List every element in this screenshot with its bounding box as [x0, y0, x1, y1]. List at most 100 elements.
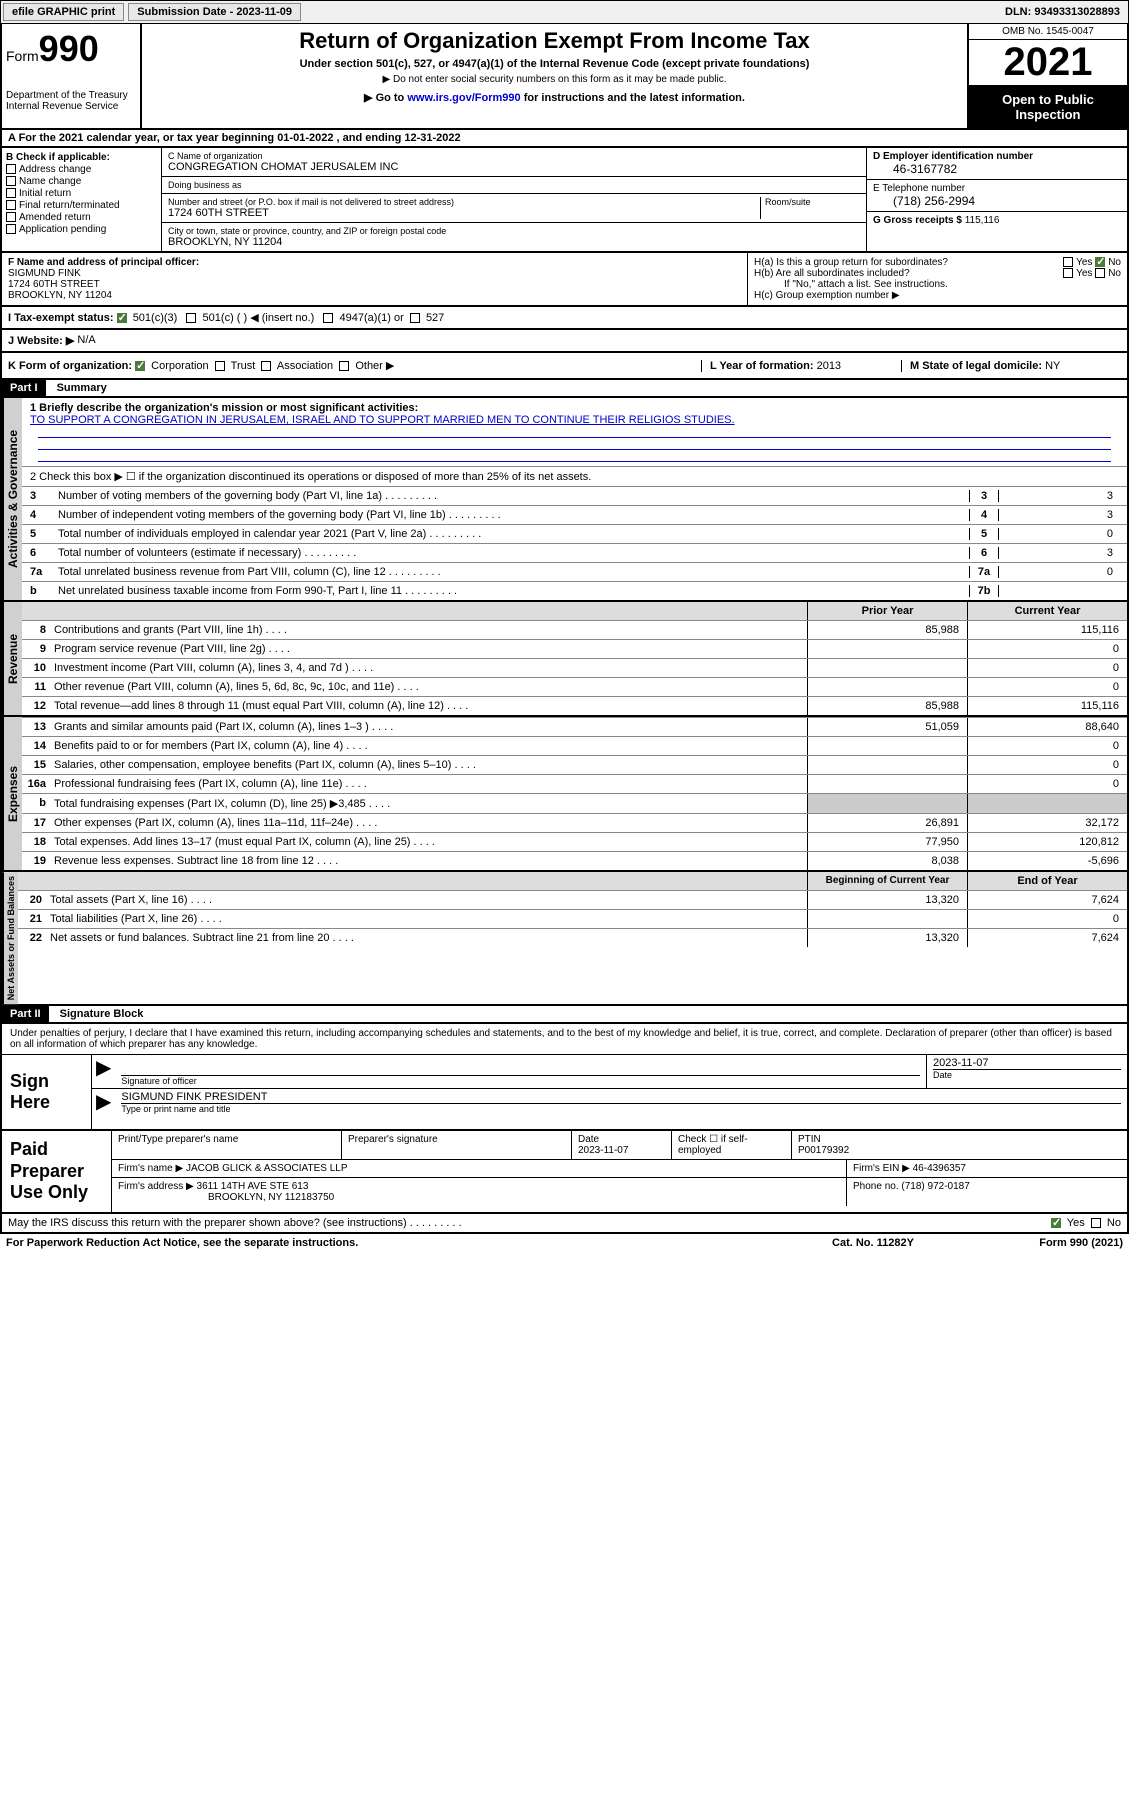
line-text: Total expenses. Add lines 13–17 (must eq…: [50, 833, 807, 851]
prior-value: [807, 794, 967, 813]
omb-number: OMB No. 1545-0047: [969, 24, 1127, 40]
chk-discuss-no[interactable]: [1091, 1218, 1101, 1228]
fin-line-14: 14 Benefits paid to or for members (Part…: [22, 736, 1127, 755]
arrow-icon: ▶: [92, 1055, 115, 1088]
chk-address-change[interactable]: Address change: [6, 164, 157, 175]
line-text: Total unrelated business revenue from Pa…: [58, 566, 969, 578]
line-box: 5: [969, 528, 999, 540]
prep-name-label: Print/Type preparer's name: [112, 1131, 342, 1159]
officer-name-label: Type or print name and title: [121, 1103, 1121, 1114]
city-value: BROOKLYN, NY 11204: [168, 236, 860, 248]
org-name: CONGREGATION CHOMAT JERUSALEM INC: [168, 161, 860, 173]
line-box: 7a: [969, 566, 999, 578]
section-fh: F Name and address of principal officer:…: [0, 253, 1129, 307]
chk-501c[interactable]: [186, 313, 196, 323]
current-value: 7,624: [967, 929, 1127, 947]
vtab-expenses: Expenses: [2, 717, 22, 870]
signature-section: Under penalties of perjury, I declare th…: [0, 1024, 1129, 1214]
sig-row-2: ▶ SIGMUND FINK PRESIDENT Type or print n…: [92, 1089, 1127, 1116]
part1-header: Part I: [2, 380, 46, 396]
line-value: [999, 585, 1119, 597]
line-num: 3: [30, 490, 58, 502]
chk-pending[interactable]: Application pending: [6, 224, 157, 235]
line-text: Number of independent voting members of …: [58, 509, 969, 521]
chk-final-return[interactable]: Final return/terminated: [6, 200, 157, 211]
current-value: [967, 794, 1127, 813]
irs-link[interactable]: www.irs.gov/Form990: [407, 92, 520, 104]
line-num: 20: [18, 891, 46, 909]
netassets-header: Beginning of Current Year End of Year: [18, 872, 1127, 890]
arrow-icon-2: ▶: [92, 1089, 115, 1116]
chk-other[interactable]: [339, 361, 349, 371]
form-org-label: K Form of organization:: [8, 360, 132, 372]
inspection-badge: Open to Public Inspection: [969, 86, 1127, 128]
fin-line-20: 20 Total assets (Part X, line 16) 13,320…: [18, 890, 1127, 909]
gross-row: G Gross receipts $ 115,116: [867, 212, 1127, 229]
city-label: City or town, state or province, country…: [168, 226, 860, 236]
form-link-line: ▶ Go to www.irs.gov/Form990 for instruct…: [150, 91, 959, 104]
current-value: -5,696: [967, 852, 1127, 870]
line-text: Revenue less expenses. Subtract line 18 …: [50, 852, 807, 870]
line-box: 3: [969, 490, 999, 502]
chk-527[interactable]: [410, 313, 420, 323]
preparer-block: Paid Preparer Use Only Print/Type prepar…: [2, 1129, 1127, 1212]
line1-label: 1 Briefly describe the organization's mi…: [30, 402, 1119, 414]
submission-date-button[interactable]: Submission Date - 2023-11-09: [128, 3, 301, 21]
current-value: 0: [967, 678, 1127, 696]
domicile-value: NY: [1045, 360, 1060, 372]
chk-501c3[interactable]: [117, 313, 127, 323]
top-bar: efile GRAPHIC print Submission Date - 20…: [0, 0, 1129, 24]
current-year-header: Current Year: [967, 602, 1127, 620]
chk-corp[interactable]: [135, 361, 145, 371]
phone-label: E Telephone number: [873, 183, 1121, 194]
chk-amended[interactable]: Amended return: [6, 212, 157, 223]
ein-row: D Employer identification number 46-3167…: [867, 148, 1127, 180]
line-text: Investment income (Part VIII, column (A)…: [50, 659, 807, 677]
discuss-yes-no: Yes No: [1051, 1217, 1121, 1229]
line-text: Total assets (Part X, line 16): [46, 891, 807, 909]
gov-line-4: 4 Number of independent voting members o…: [22, 505, 1127, 524]
chk-discuss-yes[interactable]: [1051, 1218, 1061, 1228]
form-number: Form990: [6, 28, 136, 70]
sig-date: 2023-11-07: [933, 1057, 1121, 1069]
col-f: F Name and address of principal officer:…: [2, 253, 747, 305]
fin-line-16a: 16a Professional fundraising fees (Part …: [22, 774, 1127, 793]
prior-value: 51,059: [807, 718, 967, 736]
tax-status-label: I Tax-exempt status:: [8, 312, 114, 324]
line-box: 7b: [969, 585, 999, 597]
declaration-text: Under penalties of perjury, I declare th…: [2, 1024, 1127, 1054]
form-subtitle: Under section 501(c), 527, or 4947(a)(1)…: [150, 58, 959, 70]
chk-4947[interactable]: [323, 313, 333, 323]
line-text: Net unrelated business taxable income fr…: [58, 585, 969, 597]
line-text: Total number of individuals employed in …: [58, 528, 969, 540]
line-text: Total fundraising expenses (Part IX, col…: [50, 794, 807, 813]
prior-value: 13,320: [807, 929, 967, 947]
line-num: 13: [22, 718, 50, 736]
prior-value: 8,038: [807, 852, 967, 870]
chk-trust[interactable]: [215, 361, 225, 371]
line-num: b: [22, 794, 50, 813]
efile-button[interactable]: efile GRAPHIC print: [3, 3, 124, 21]
line-num: 16a: [22, 775, 50, 793]
sig-row-1: ▶ Signature of officer 2023-11-07 Date: [92, 1055, 1127, 1089]
prior-value: [807, 737, 967, 755]
fin-line-8: 8 Contributions and grants (Part VIII, l…: [22, 620, 1127, 639]
line-box: 4: [969, 509, 999, 521]
fin-line-10: 10 Investment income (Part VIII, column …: [22, 658, 1127, 677]
prep-check-cell: Check ☐ if self-employed: [672, 1131, 792, 1159]
begin-year-header: Beginning of Current Year: [807, 872, 967, 890]
line-text: Total number of volunteers (estimate if …: [58, 547, 969, 559]
current-value: 115,116: [967, 621, 1127, 639]
prep-row-2: Firm's name ▶ JACOB GLICK & ASSOCIATES L…: [112, 1160, 1127, 1178]
row-l: L Year of formation: 2013: [701, 360, 901, 372]
officer-name: SIGMUND FINK: [8, 268, 741, 279]
firm-name-cell: Firm's name ▶ JACOB GLICK & ASSOCIATES L…: [112, 1160, 847, 1177]
prior-value: [807, 910, 967, 928]
addr-row: Number and street (or P.O. box if mail i…: [162, 194, 866, 223]
fin-line-19: 19 Revenue less expenses. Subtract line …: [22, 851, 1127, 870]
line-num: 17: [22, 814, 50, 832]
chk-name-change[interactable]: Name change: [6, 176, 157, 187]
chk-initial-return[interactable]: Initial return: [6, 188, 157, 199]
chk-assoc[interactable]: [261, 361, 271, 371]
officer-city: BROOKLYN, NY 11204: [8, 290, 741, 301]
